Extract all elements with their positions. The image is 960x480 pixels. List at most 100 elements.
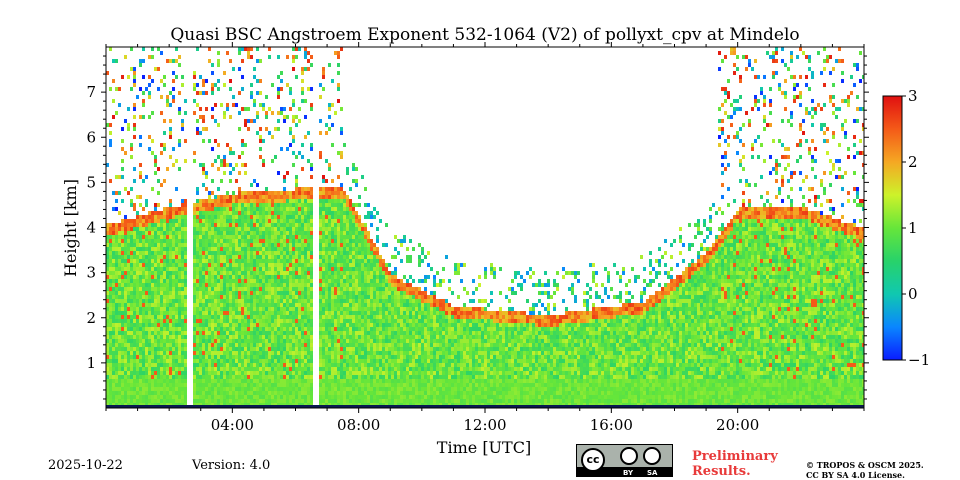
heatmap-cell — [223, 355, 226, 359]
heatmap-cell — [139, 371, 142, 375]
heatmap-cell — [250, 287, 253, 291]
heatmap-cell — [265, 399, 268, 403]
heatmap-cell — [268, 195, 271, 199]
heatmap-cell — [124, 383, 127, 387]
heatmap-cell — [154, 315, 157, 319]
heatmap-cell — [106, 279, 109, 283]
heatmap-cell — [268, 395, 271, 399]
heatmap-cell — [214, 207, 217, 211]
heatmap-cell — [331, 283, 334, 287]
heatmap-cell — [217, 359, 220, 363]
heatmap-cell — [154, 231, 157, 235]
heatmap-cell — [328, 387, 331, 391]
heatmap-cell — [274, 199, 277, 203]
heatmap-cell — [127, 399, 130, 403]
heatmap-cell — [136, 399, 139, 403]
heatmap-cell — [286, 191, 289, 195]
heatmap-cell — [289, 251, 292, 255]
heatmap-cell — [166, 399, 169, 403]
heatmap-cell — [298, 259, 301, 263]
heatmap-cell — [322, 71, 325, 75]
heatmap-cell — [262, 295, 265, 299]
heatmap-cell — [277, 279, 280, 283]
heatmap-cell — [238, 263, 241, 267]
heatmap-cell — [340, 235, 343, 239]
heatmap-cell — [262, 319, 265, 323]
heatmap-cell — [115, 323, 118, 327]
heatmap-cell — [262, 391, 265, 395]
heatmap-cell — [277, 267, 280, 271]
heatmap-cell — [241, 199, 244, 203]
heatmap-cell — [142, 391, 145, 395]
heatmap-cell — [274, 399, 277, 403]
heatmap-cell — [250, 211, 253, 215]
heatmap-cell — [172, 99, 175, 103]
heatmap-cell — [133, 331, 136, 335]
heatmap-cell — [160, 327, 163, 331]
heatmap-cell — [136, 375, 139, 379]
heatmap-cell — [247, 295, 250, 299]
heatmap-cell — [244, 107, 247, 111]
heatmap-cell — [319, 315, 322, 319]
heatmap-cell — [196, 323, 199, 327]
heatmap-cell — [235, 363, 238, 367]
heatmap-cell — [283, 343, 286, 347]
heatmap-cell — [184, 335, 187, 339]
heatmap-cell — [109, 139, 112, 143]
heatmap-cell — [295, 311, 298, 315]
heatmap-cell — [214, 327, 217, 331]
heatmap-cell — [259, 331, 262, 335]
heatmap-cell — [151, 211, 154, 215]
heatmap-cell — [184, 327, 187, 331]
heatmap-cell — [277, 343, 280, 347]
heatmap-cell — [346, 283, 349, 287]
heatmap-cell — [235, 287, 238, 291]
heatmap-cell — [280, 287, 283, 291]
heatmap-cell — [304, 235, 307, 239]
heatmap-cell — [121, 347, 124, 351]
heatmap-cell — [271, 211, 274, 215]
heatmap-cell — [364, 283, 367, 287]
heatmap-cell — [289, 211, 292, 215]
heatmap-cell — [250, 371, 253, 375]
heatmap-cell — [250, 291, 253, 295]
heatmap-cell — [199, 375, 202, 379]
heatmap-cell — [358, 287, 361, 291]
heatmap-cell — [211, 271, 214, 275]
heatmap-cell — [364, 243, 367, 247]
heatmap-cell — [148, 271, 151, 275]
heatmap-cell — [271, 227, 274, 231]
heatmap-cell — [130, 399, 133, 403]
heatmap-cell — [289, 287, 292, 291]
heatmap-cell — [136, 295, 139, 299]
heatmap-cell — [295, 283, 298, 287]
heatmap-cell — [328, 227, 331, 231]
heatmap-cell — [118, 175, 121, 179]
heatmap-cell — [106, 347, 109, 351]
heatmap-cell — [142, 271, 145, 275]
heatmap-cell — [235, 387, 238, 391]
heatmap-cell — [337, 151, 340, 155]
heatmap-cell — [331, 227, 334, 231]
heatmap-cell — [229, 335, 232, 339]
heatmap-cell — [205, 363, 208, 367]
heatmap-cell — [364, 311, 367, 315]
heatmap-cell — [262, 239, 265, 243]
heatmap-cell — [244, 319, 247, 323]
heatmap-cell — [166, 299, 169, 303]
heatmap-cell — [334, 299, 337, 303]
heatmap-cell — [256, 335, 259, 339]
heatmap-cell — [124, 119, 127, 123]
heatmap-cell — [322, 375, 325, 379]
heatmap-cell — [169, 271, 172, 275]
heatmap-cell — [232, 399, 235, 403]
heatmap-cell — [250, 47, 253, 51]
heatmap-cell — [175, 347, 178, 351]
heatmap-cell — [118, 387, 121, 391]
heatmap-cell — [223, 367, 226, 371]
heatmap-cell — [328, 287, 331, 291]
heatmap-cell — [268, 263, 271, 267]
heatmap-cell — [133, 287, 136, 291]
heatmap-cell — [121, 279, 124, 283]
heatmap-cell — [259, 227, 262, 231]
